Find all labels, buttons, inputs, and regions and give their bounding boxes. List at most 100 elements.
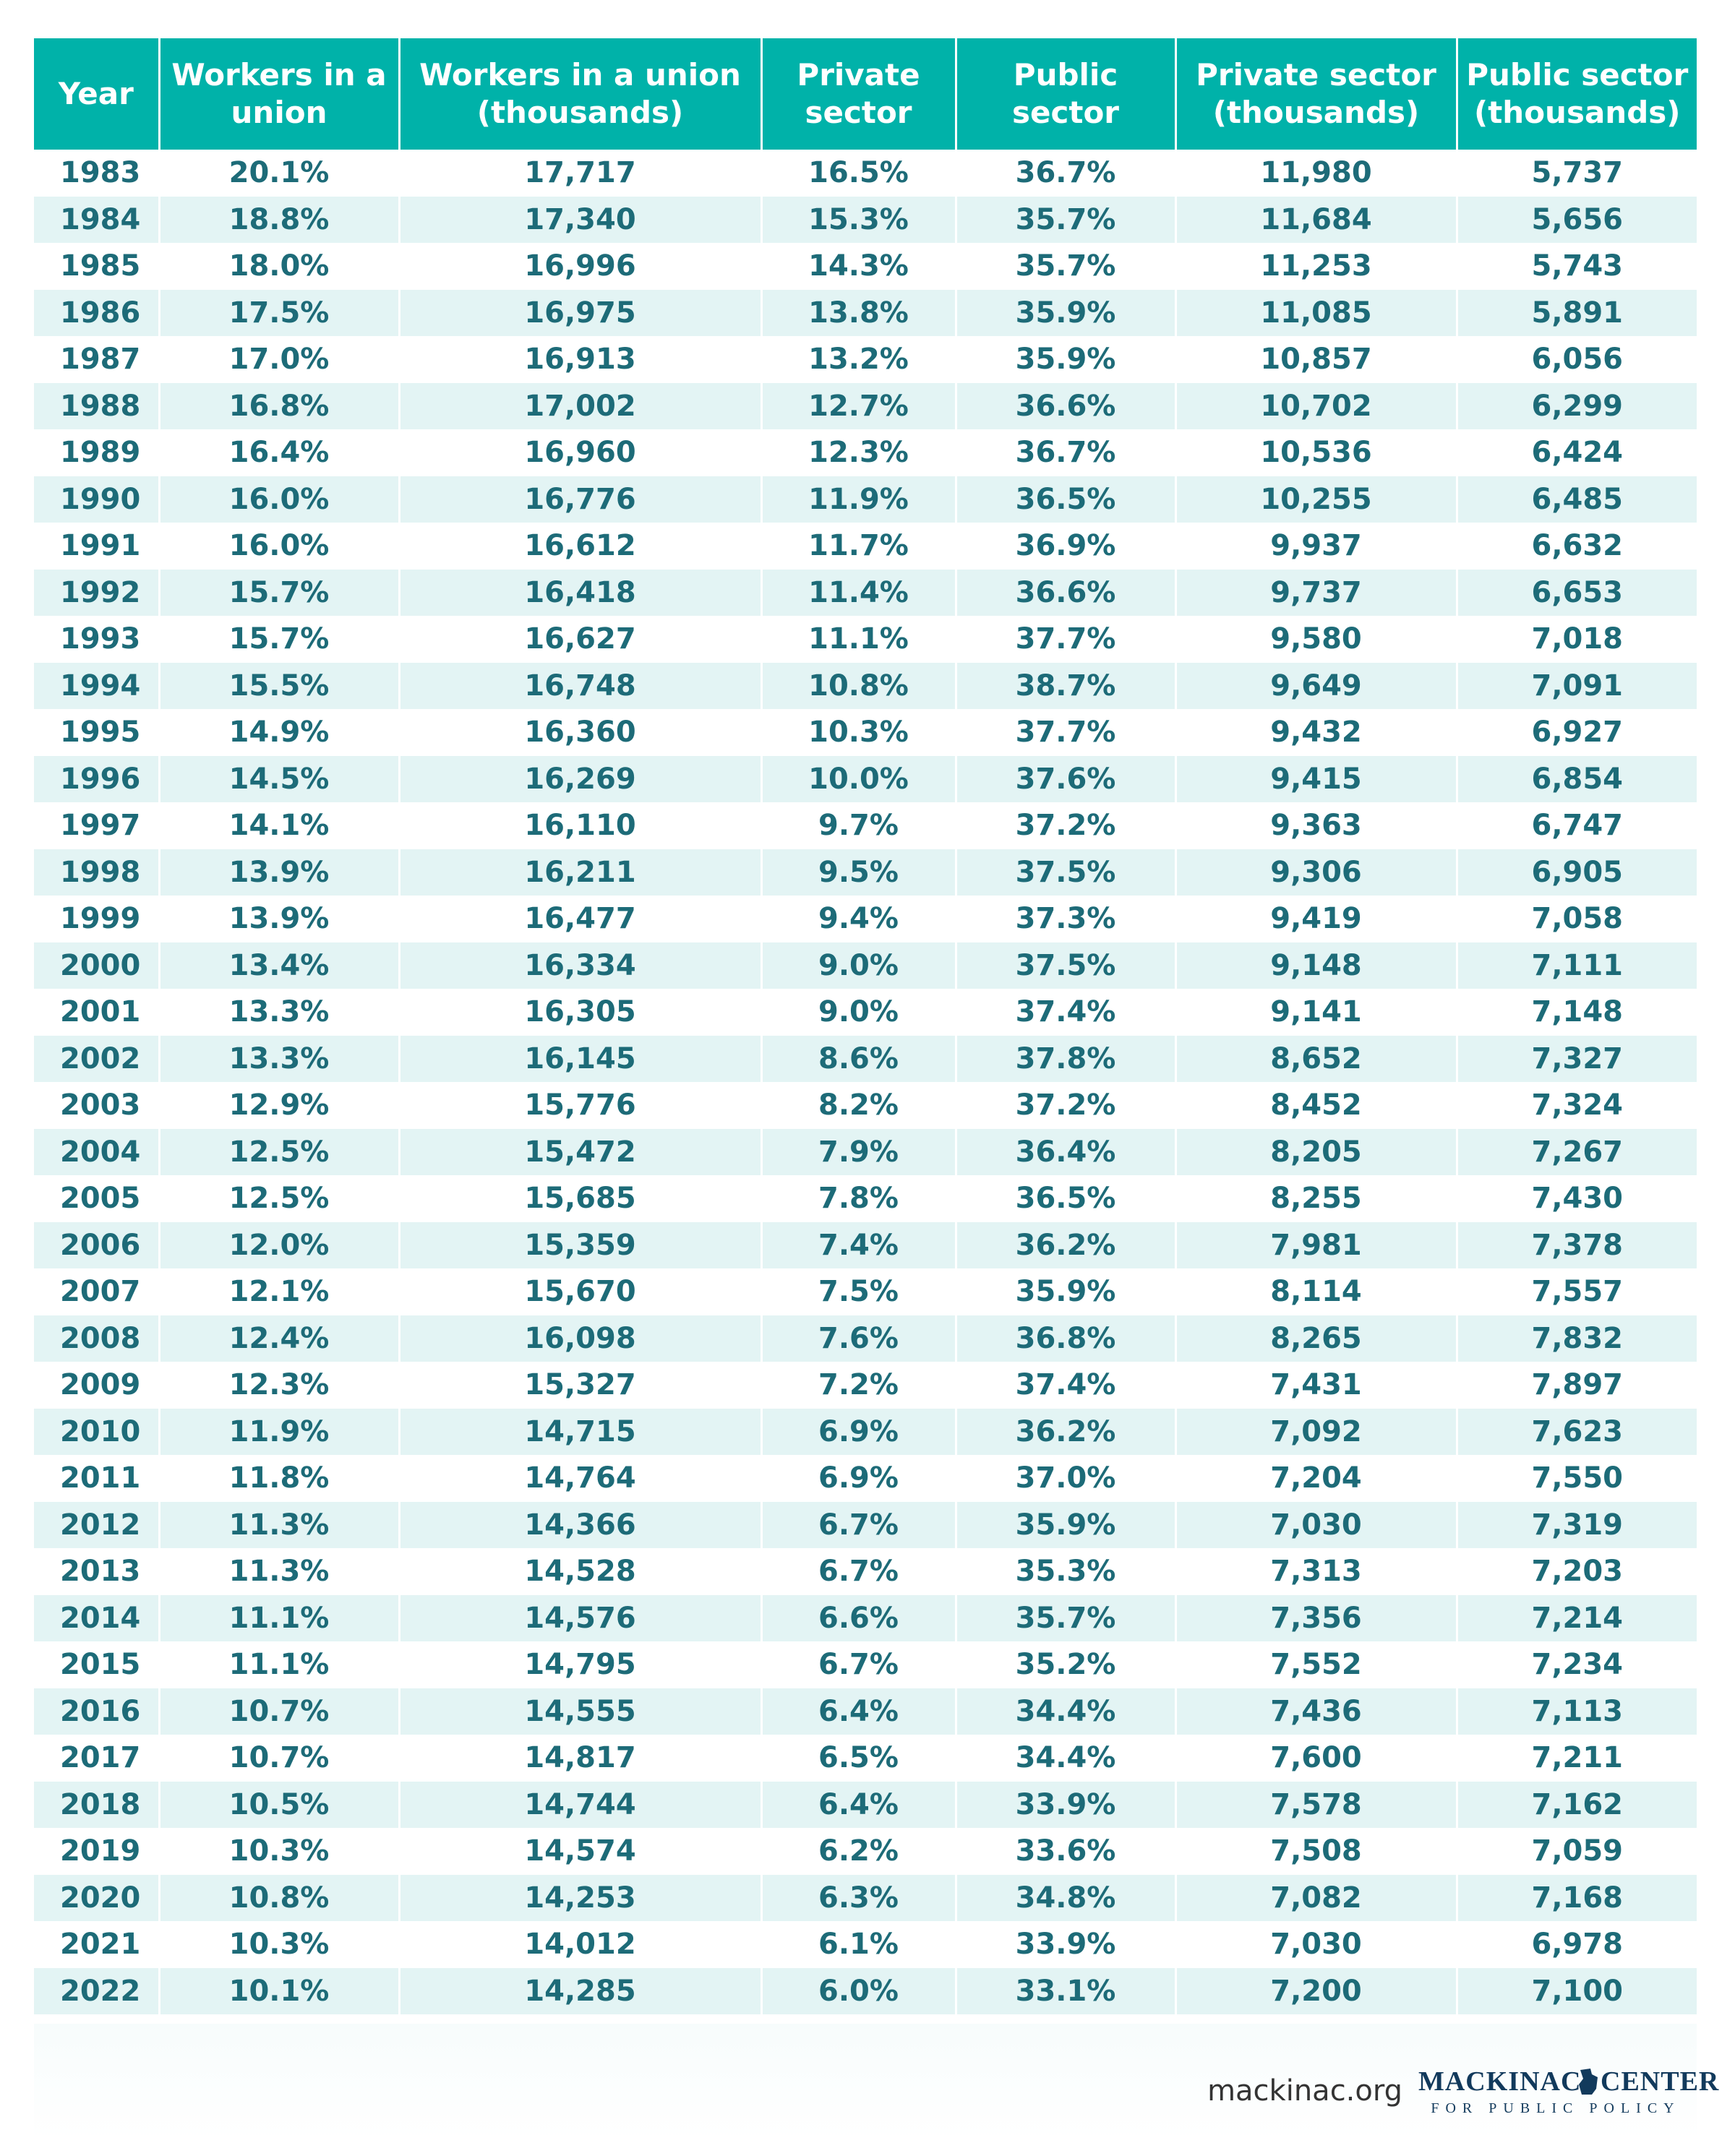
table-cell: 2002 (34, 1035, 159, 1082)
table-row: 2000 13.4% 16,334 9.0% 37.5% 9,148 7,111 (34, 942, 1697, 989)
table-cell: 14,817 (398, 1735, 761, 1782)
table-cell: 13.9% (158, 849, 399, 896)
table-cell: 1990 (34, 476, 159, 523)
table-cell: 13.9% (158, 896, 399, 942)
table-cell: 35.7% (954, 243, 1175, 290)
table-cell: 9,306 (1174, 849, 1457, 896)
table-cell: 15.5% (158, 662, 399, 709)
table-cell: 7,100 (1455, 1967, 1697, 2014)
table-cell: 16,776 (398, 476, 761, 523)
table-cell: 6.4% (760, 1688, 956, 1735)
table-cell: 17,340 (398, 196, 761, 243)
table-cell: 7,111 (1455, 942, 1697, 989)
logo: MACKINAC CENTER FOR PUBLIC POLICY (1418, 2066, 1718, 2123)
table-row: 2011 11.8% 14,764 6.9% 37.0% 7,204 7,550 (34, 1455, 1697, 1502)
table-cell: 9,580 (1174, 616, 1457, 663)
table-cell: 7,832 (1455, 1315, 1697, 1362)
table-cell: 16,960 (398, 429, 761, 476)
table-row: 2015 11.1% 14,795 6.7% 35.2% 7,552 7,234 (34, 1641, 1697, 1688)
table-cell: 2000 (34, 942, 159, 989)
table-row: 2021 10.3% 14,012 6.1% 33.9% 7,030 6,978 (34, 1921, 1697, 1968)
table-cell: 8,452 (1174, 1082, 1457, 1129)
table-cell: 9,419 (1174, 896, 1457, 942)
table-cell: 7,897 (1455, 1362, 1697, 1409)
table-cell: 6.2% (760, 1828, 956, 1875)
header-cell: Workers in a union (thousands) (398, 38, 761, 150)
table-cell: 1984 (34, 196, 159, 243)
table-cell: 36.5% (954, 1175, 1175, 1222)
table-cell: 2016 (34, 1688, 159, 1735)
table-cell: 36.6% (954, 569, 1175, 616)
header-row: Year Workers in a union Workers in a union… (34, 38, 1697, 150)
table-cell: 8,255 (1174, 1175, 1457, 1222)
table-cell: 7,211 (1455, 1735, 1697, 1782)
table-cell: 17.0% (158, 336, 399, 383)
table-row: 1994 15.5% 16,748 10.8% 38.7% 9,649 7,091 (34, 662, 1697, 709)
table-cell: 14,744 (398, 1781, 761, 1828)
table-cell: 37.2% (954, 1082, 1175, 1129)
table-cell: 5,656 (1455, 196, 1697, 243)
table-cell: 37.5% (954, 942, 1175, 989)
table-cell: 15,670 (398, 1268, 761, 1315)
table-cell: 7,378 (1455, 1221, 1697, 1268)
table-cell: 14.9% (158, 709, 399, 756)
table-cell: 7,327 (1455, 1035, 1697, 1082)
table-cell: 7.9% (760, 1128, 956, 1175)
table-cell: 12.4% (158, 1315, 399, 1362)
table-cell: 35.9% (954, 336, 1175, 383)
table-cell: 9,141 (1174, 989, 1457, 1036)
table-cell: 6,632 (1455, 523, 1697, 570)
table-cell: 14,285 (398, 1967, 761, 2014)
table-cell: 6,747 (1455, 802, 1697, 849)
table-cell: 36.7% (954, 429, 1175, 476)
table-cell: 16,305 (398, 989, 761, 1036)
table-cell: 17.5% (158, 289, 399, 336)
table-cell: 14,715 (398, 1408, 761, 1455)
table-row: 2001 13.3% 16,305 9.0% 37.4% 9,141 7,148 (34, 989, 1697, 1036)
table-cell: 2011 (60, 1461, 141, 1495)
table-cell: 2019 (60, 1834, 141, 1868)
table-cell: 16,334 (398, 942, 761, 989)
table-cell: 7,203 (1455, 1548, 1697, 1595)
table-cell: 18.0% (158, 243, 399, 290)
table-cell: 6.5% (760, 1735, 956, 1782)
table-cell: 2022 (34, 1967, 159, 2014)
table-cell: 1993 (60, 622, 141, 656)
table-cell: 6,978 (1455, 1921, 1697, 1968)
table-cell: 10,536 (1174, 429, 1457, 476)
table-cell: 10.3% (158, 1921, 399, 1968)
table-cell: 16,269 (398, 755, 761, 802)
table-cell: 7,018 (1455, 616, 1697, 663)
table-cell: 6,485 (1455, 476, 1697, 523)
table-cell: 2010 (34, 1408, 159, 1455)
table-cell: 16,477 (398, 896, 761, 942)
table-cell: 18.8% (158, 196, 399, 243)
table-cell: 7,557 (1455, 1268, 1697, 1315)
table-cell: 14,012 (398, 1921, 761, 1968)
table-cell: 8.2% (760, 1082, 956, 1129)
table-cell: 6,653 (1455, 569, 1697, 616)
table-cell: 2005 (60, 1182, 141, 1216)
table-cell: 2018 (34, 1781, 159, 1828)
table-cell: 7,319 (1455, 1501, 1697, 1548)
table-cell: 14.5% (158, 755, 399, 802)
table-cell: 7,324 (1455, 1082, 1697, 1129)
table-cell: 14,764 (398, 1455, 761, 1502)
header-cell: Private sector (thousands) (1174, 38, 1457, 150)
table-cell: 6.7% (760, 1548, 956, 1595)
table-cell: 7,200 (1174, 1967, 1457, 2014)
table-cell: 13.3% (158, 1035, 399, 1082)
logo-icon (1579, 2069, 1598, 2095)
logo-right: CENTER (1601, 2066, 1720, 2097)
table-cell: 14,555 (398, 1688, 761, 1735)
table-cell: 7,313 (1174, 1548, 1457, 1595)
table-row: 2017 10.7% 14,817 6.5% 34.4% 7,600 7,211 (34, 1735, 1697, 1782)
table-cell: 6,056 (1455, 336, 1697, 383)
table-cell: 12.1% (158, 1268, 399, 1315)
table-cell: 16,748 (398, 662, 761, 709)
table-cell: 13.8% (760, 289, 956, 336)
table-cell: 11.9% (158, 1408, 399, 1455)
table-cell: 9.0% (760, 942, 956, 989)
table-cell: 10,857 (1174, 336, 1457, 383)
table-cell: 2007 (60, 1275, 141, 1309)
